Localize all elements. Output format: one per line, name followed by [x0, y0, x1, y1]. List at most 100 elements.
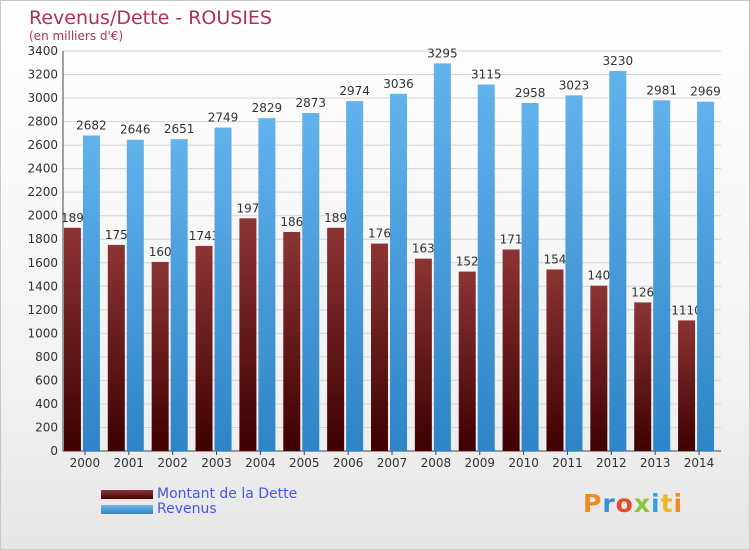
- bar-revenus: [477, 84, 495, 451]
- y-tick-label: 1800: [27, 232, 58, 246]
- bar-revenus: [653, 100, 671, 451]
- bar-dette: [283, 231, 301, 451]
- y-tick-label: 1200: [27, 303, 58, 317]
- y-tick-label: 3200: [27, 68, 58, 82]
- data-label-dette: 140: [587, 269, 610, 283]
- y-tick-label: 600: [35, 373, 58, 387]
- y-tick-label: 2200: [27, 185, 58, 199]
- chart-title: Revenus/Dette - ROUSIES: [29, 7, 272, 29]
- bar-revenus: [521, 103, 539, 451]
- x-tick-label: 2005: [289, 456, 320, 470]
- data-label-revenus: 2749: [208, 111, 239, 125]
- y-tick-label: 2600: [27, 138, 58, 152]
- x-tick-label: 2001: [114, 456, 145, 470]
- bar-dette: [590, 285, 608, 451]
- y-tick-label: 2400: [27, 162, 58, 176]
- bar-dette: [107, 244, 125, 451]
- bar-revenus: [126, 139, 144, 452]
- x-tick-label: 2011: [552, 456, 583, 470]
- x-tick-label: 2003: [201, 456, 232, 470]
- y-tick-label: 1000: [27, 326, 58, 340]
- y-tick-label: 0: [50, 444, 58, 458]
- legend-swatch-dette: [101, 490, 153, 499]
- y-tick-label: 2800: [27, 115, 58, 129]
- data-label-dette: 189: [324, 211, 347, 225]
- bar-dette: [327, 227, 345, 451]
- data-label-revenus: 3023: [559, 78, 590, 92]
- x-tick-label: 2009: [464, 456, 495, 470]
- bar-dette: [239, 218, 257, 451]
- bar-revenus: [258, 118, 276, 452]
- data-label-revenus: 2974: [339, 84, 370, 98]
- bar-revenus: [82, 135, 100, 451]
- bar-revenus: [214, 127, 232, 452]
- bar-revenus: [390, 93, 407, 451]
- x-tick-label: 2010: [508, 456, 539, 470]
- x-tick-label: 2012: [596, 456, 627, 470]
- y-tick-label: 200: [35, 420, 58, 434]
- bar-revenus: [433, 63, 451, 452]
- y-tick-label: 1600: [27, 256, 58, 270]
- data-label-dette: 1743: [189, 229, 220, 243]
- x-tick-label: 2008: [421, 456, 452, 470]
- y-tick-label: 800: [35, 350, 58, 364]
- x-tick-label: 2004: [245, 456, 276, 470]
- data-label-revenus: 2682: [76, 118, 107, 132]
- bar-dette: [195, 245, 213, 451]
- y-tick-label: 400: [35, 397, 58, 411]
- chart-subtitle: (en milliers d'€): [29, 29, 124, 43]
- data-label-revenus: 3036: [383, 77, 414, 91]
- bar-dette: [546, 269, 564, 451]
- x-tick-label: 2002: [157, 456, 188, 470]
- bar-dette: [502, 249, 520, 451]
- bar-revenus: [302, 113, 320, 451]
- bar-dette: [634, 302, 652, 451]
- data-label-dette: 152: [456, 255, 479, 269]
- data-label-dette: 126: [631, 285, 654, 299]
- data-label-dette: 175: [105, 228, 128, 242]
- legend-swatch-revenus: [101, 505, 153, 514]
- proxiti-logo: Proxiti: [583, 489, 684, 518]
- bar-dette: [678, 320, 696, 451]
- y-tick-label: 3000: [27, 91, 58, 105]
- data-label-revenus: 2958: [515, 86, 546, 100]
- bar-dette: [63, 227, 81, 451]
- data-label-revenus: 3115: [471, 68, 502, 82]
- bar-revenus: [697, 101, 715, 452]
- data-label-dette: 163: [412, 242, 435, 256]
- y-tick-label: 1400: [27, 279, 58, 293]
- data-label-revenus: 3295: [427, 46, 458, 60]
- data-label-revenus: 2651: [164, 122, 195, 136]
- data-label-dette: 186: [280, 215, 303, 229]
- data-label-dette: 197: [236, 201, 259, 215]
- x-tick-label: 2013: [640, 456, 671, 470]
- data-label-dette: 171: [500, 232, 523, 246]
- data-label-dette: 160: [149, 245, 172, 259]
- x-tick-label: 2006: [333, 456, 364, 470]
- data-label-revenus: 2969: [690, 85, 721, 99]
- y-tick-label: 2000: [27, 209, 58, 223]
- bar-revenus: [565, 95, 583, 452]
- bar-dette: [151, 261, 169, 451]
- data-label-dette: 189: [61, 211, 84, 225]
- bar-dette: [458, 271, 476, 451]
- x-tick-label: 2000: [70, 456, 101, 470]
- x-tick-label: 2014: [684, 456, 715, 470]
- bar-dette: [371, 243, 388, 451]
- x-tick-label: 2007: [377, 456, 408, 470]
- data-label-revenus: 2829: [252, 101, 283, 115]
- data-label-revenus: 2873: [295, 96, 326, 110]
- legend-label-revenus: Revenus: [157, 501, 217, 517]
- data-label-revenus: 2981: [646, 83, 677, 97]
- legend-label-dette: Montant de la Dette: [157, 486, 298, 502]
- data-label-revenus: 2646: [120, 123, 151, 137]
- data-label-dette: 154: [544, 252, 567, 266]
- data-label-dette: 1110: [671, 303, 702, 317]
- bar-revenus: [346, 101, 364, 451]
- bar-revenus: [609, 71, 627, 451]
- data-label-revenus: 3230: [603, 54, 634, 68]
- bar-revenus: [170, 139, 188, 451]
- bar-dette: [414, 258, 432, 451]
